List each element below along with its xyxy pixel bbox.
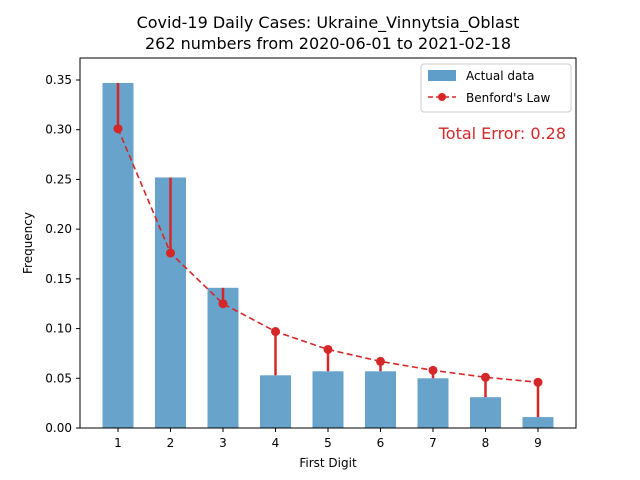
- benford-point-digit-5: [323, 344, 333, 354]
- y-tick-label: 0.35: [45, 73, 72, 87]
- y-tick-label: 0.30: [45, 123, 72, 137]
- benford-point-digit-9: [533, 377, 543, 387]
- x-ticks-group: 1 2 3 4 5 6 7 8 9: [114, 428, 542, 450]
- benford-line-group: [113, 124, 543, 387]
- plot-frame: [79, 57, 577, 429]
- x-tick-label: 8: [482, 436, 490, 450]
- bar-digit-5: [312, 371, 344, 428]
- y-tick-label: 0.15: [45, 272, 72, 286]
- legend-actual-label: Actual data: [466, 69, 534, 83]
- y-tick-label: 0.10: [45, 322, 72, 336]
- benford-point-digit-6: [376, 356, 385, 366]
- benford-point-digit-4: [271, 327, 280, 337]
- y-ticks-group: 0.00 0.05 0.10 0.15 0.20 0.25 0.30 0.35: [45, 73, 80, 435]
- x-tick-label: 5: [324, 436, 332, 450]
- x-tick-label: 7: [429, 436, 437, 450]
- bar-digit-9: [522, 417, 554, 428]
- x-tick-label: 4: [272, 436, 280, 450]
- benford-point-digit-8: [481, 372, 490, 382]
- bars-group: [102, 82, 554, 429]
- bar-digit-1: [102, 82, 134, 429]
- x-tick-label: 2: [167, 436, 175, 450]
- bar-digit-4: [260, 375, 291, 428]
- y-tick-label: 0.20: [45, 222, 72, 236]
- legend-bar-swatch: [428, 70, 456, 81]
- x-tick-label: 3: [219, 436, 227, 450]
- legend-benford-label: Benford's Law: [466, 91, 551, 105]
- y-axis-label: Frequency: [21, 212, 35, 274]
- x-tick-label: 1: [114, 436, 122, 450]
- legend: Actual data Benford's Law: [420, 63, 572, 113]
- x-tick-label: 6: [377, 436, 385, 450]
- legend-box: [420, 63, 572, 113]
- bar-digit-3: [207, 287, 239, 428]
- bar-digit-8: [470, 397, 501, 428]
- total-error-annotation: Total Error: 0.28: [438, 124, 566, 143]
- y-tick-label: 0.25: [45, 172, 72, 186]
- y-tick-label: 0.00: [45, 421, 72, 435]
- chart-title-line2: 262 numbers from 2020-06-01 to 2021-02-1…: [145, 34, 511, 53]
- bar-digit-7: [417, 378, 449, 428]
- x-tick-label: 9: [534, 436, 542, 450]
- x-axis-label: First Digit: [299, 456, 357, 470]
- bar-digit-6: [365, 371, 396, 428]
- benford-point-digit-7: [428, 365, 438, 375]
- benford-point-digit-1: [113, 124, 123, 134]
- y-tick-label: 0.05: [45, 371, 72, 385]
- chart-title-line1: Covid-19 Daily Cases: Ukraine_Vinnytsia_…: [137, 13, 520, 33]
- legend-benford-marker: [438, 93, 446, 101]
- benford-point-digit-3: [218, 299, 228, 309]
- benford-point-digit-2: [166, 248, 175, 258]
